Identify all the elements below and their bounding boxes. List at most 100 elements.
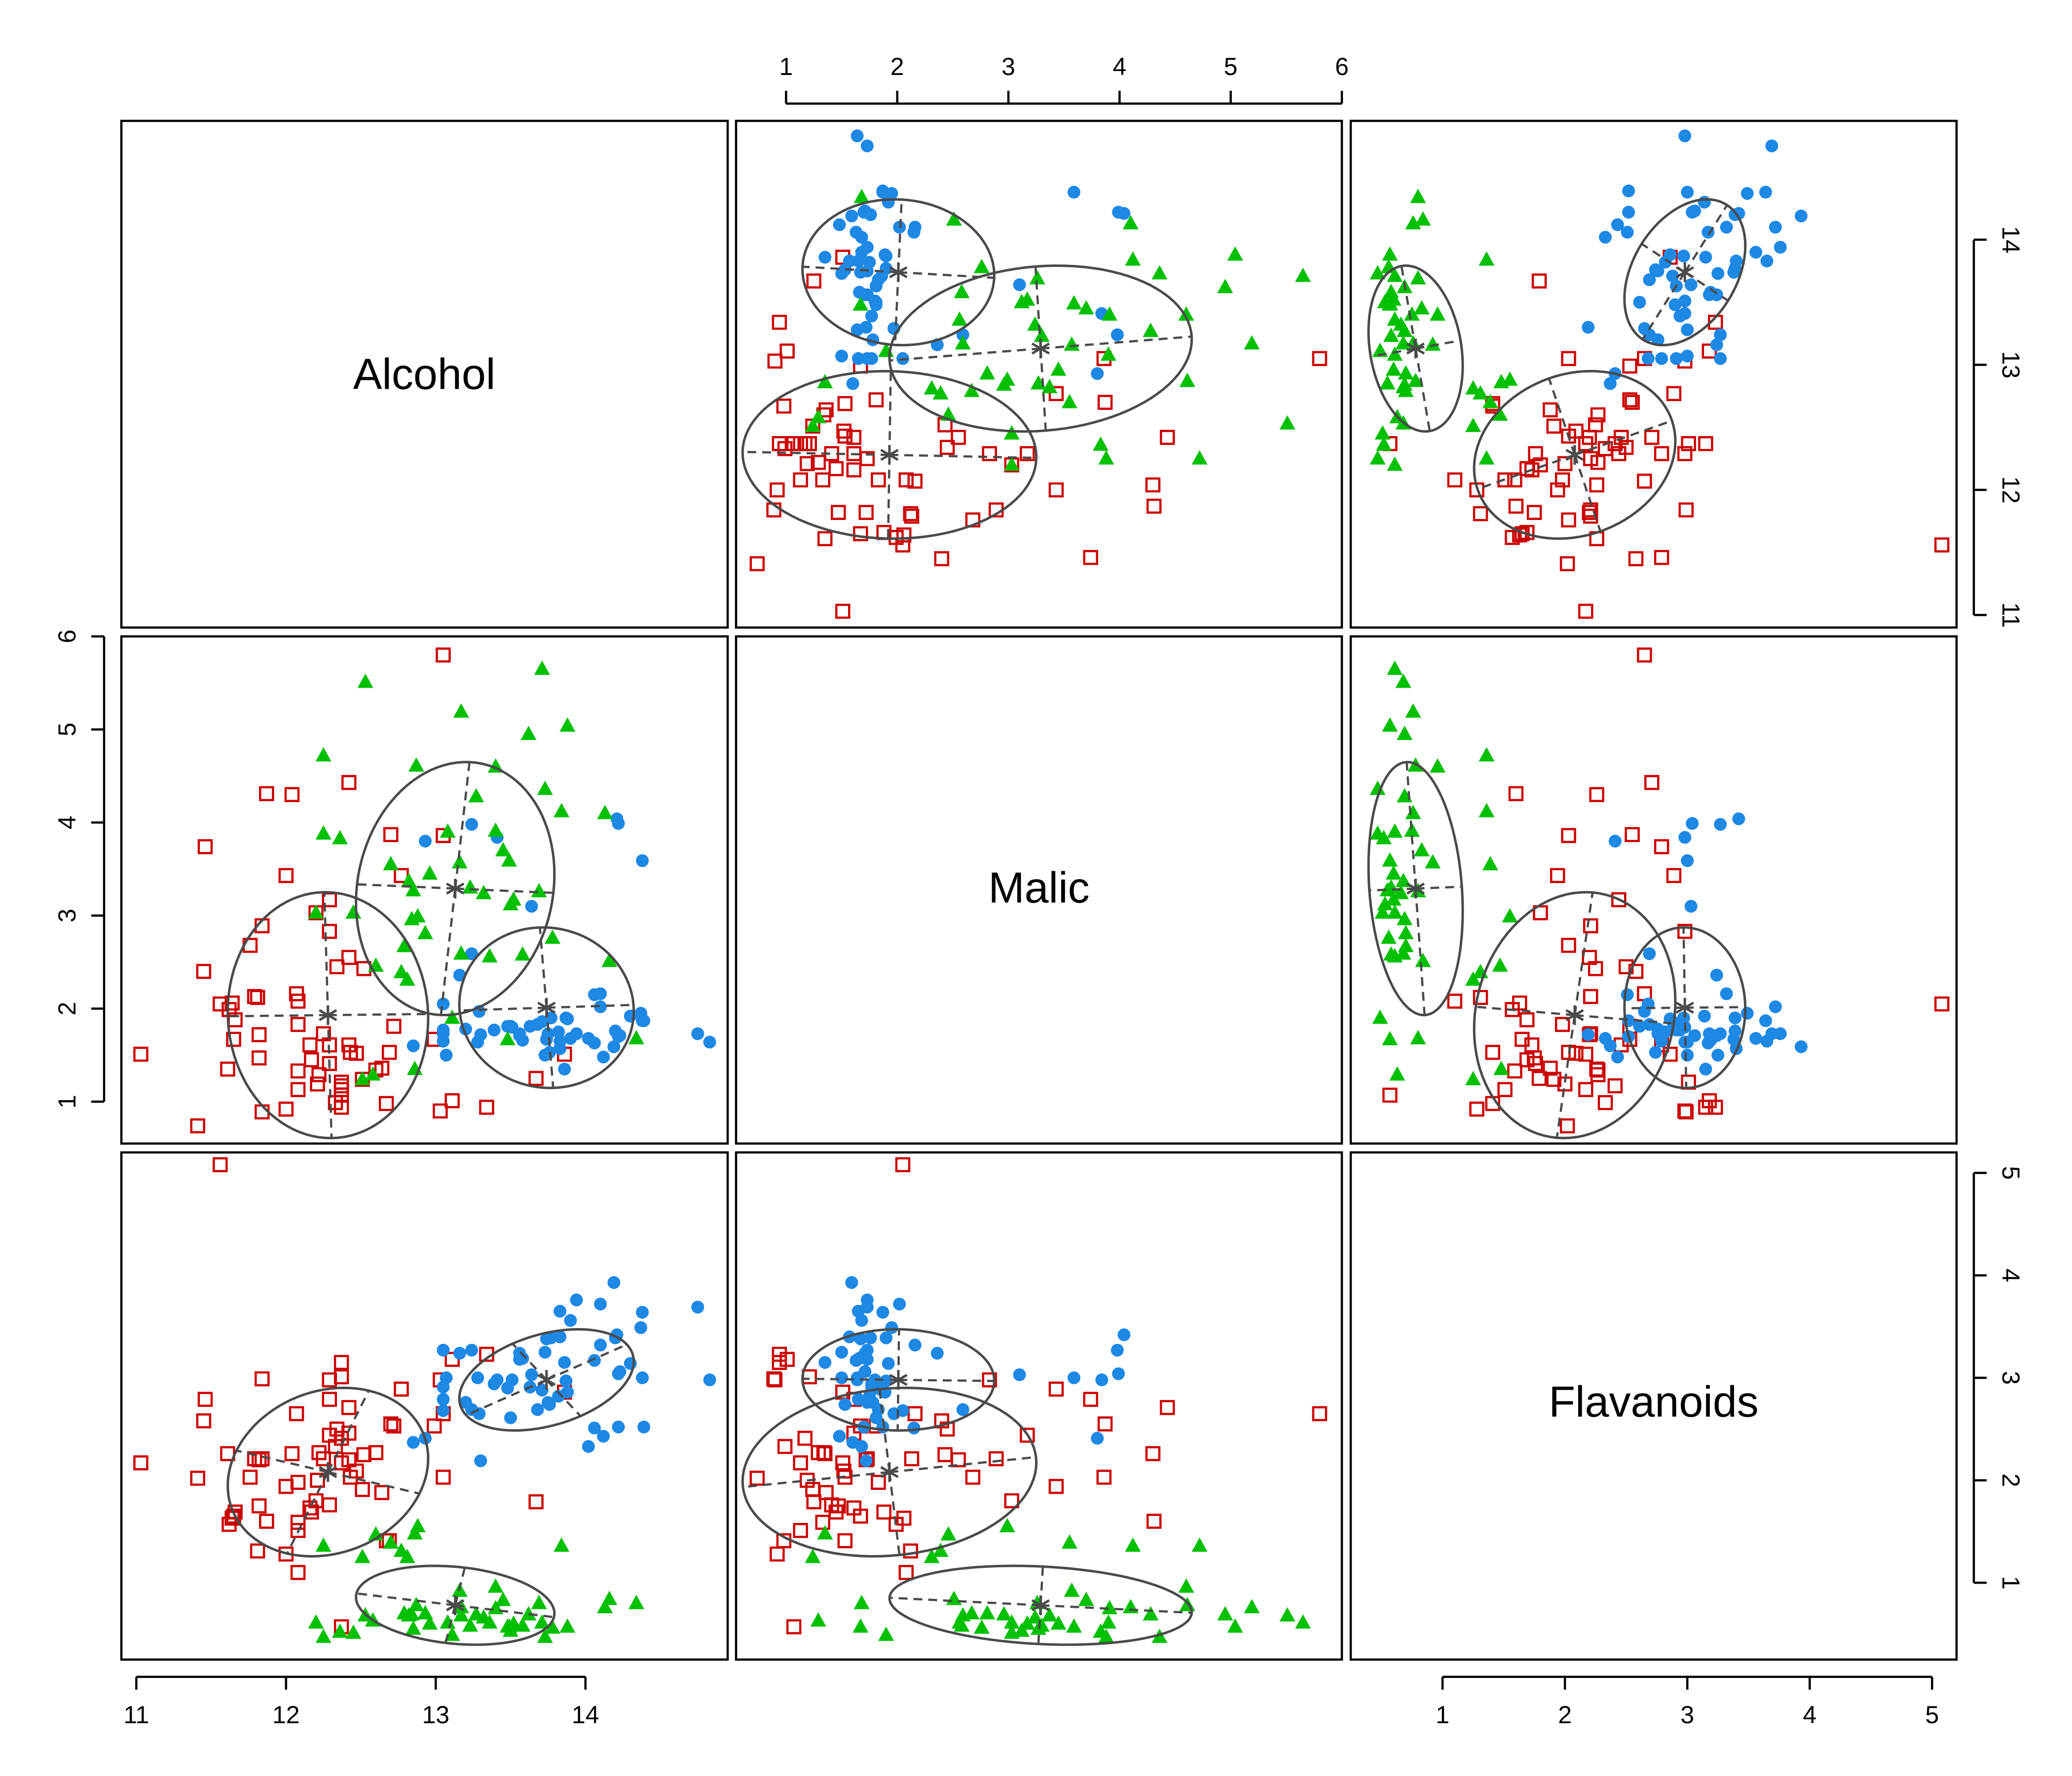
point-g3	[1397, 323, 1413, 337]
point-g1	[772, 315, 787, 330]
point-g3	[1125, 1537, 1141, 1552]
point-g2	[437, 1393, 450, 1406]
point-g2	[872, 273, 885, 287]
point-g2	[1110, 1343, 1124, 1357]
point-g3	[401, 1607, 417, 1622]
point-g2	[1702, 1027, 1716, 1040]
point-g1	[907, 1406, 923, 1421]
point-g2	[1659, 256, 1672, 269]
point-g2	[1112, 1367, 1125, 1380]
point-g1	[1473, 990, 1488, 1005]
point-g2	[473, 1407, 486, 1420]
ellipse-axis-g3	[356, 1592, 455, 1607]
point-g1	[1382, 1087, 1398, 1103]
point-g1	[1048, 386, 1064, 402]
point-g1	[528, 1071, 544, 1086]
point-g1	[896, 527, 912, 543]
point-g1	[254, 1371, 270, 1387]
point-g2	[1749, 246, 1763, 259]
point-g2	[437, 1380, 450, 1394]
point-g1	[1528, 1056, 1543, 1072]
point-g2	[1714, 1027, 1727, 1040]
point-g1	[1469, 1101, 1484, 1117]
point-g3	[554, 803, 570, 817]
centroid-g2	[537, 1370, 556, 1390]
panel-frame-r0c2	[1349, 119, 1958, 629]
point-g3	[444, 1009, 460, 1024]
point-g3	[1041, 1607, 1058, 1622]
point-g2	[1728, 1011, 1741, 1025]
point-g1	[1607, 1078, 1623, 1094]
tick-label: 3	[53, 909, 81, 923]
point-g3	[1093, 436, 1109, 451]
point-g1	[793, 1523, 808, 1538]
point-g3	[1502, 908, 1518, 923]
point-g2	[860, 288, 874, 301]
point-g3	[1385, 361, 1402, 376]
point-g1	[1083, 1392, 1099, 1407]
point-g2	[851, 1393, 865, 1406]
point-g2	[846, 377, 859, 390]
point-g2	[490, 1373, 504, 1387]
point-g1	[1097, 395, 1113, 410]
point-g3	[515, 946, 531, 961]
point-g3	[422, 865, 438, 880]
point-g3	[1375, 436, 1392, 451]
ellipse-axis-g2	[546, 1379, 582, 1417]
point-g1	[837, 1533, 853, 1549]
point-g2	[833, 1430, 846, 1443]
point-g3	[440, 823, 456, 838]
centroid-g2	[1675, 998, 1694, 1018]
ellipse-axis-g1	[227, 1014, 328, 1018]
point-g3	[1125, 251, 1141, 266]
ellipse-axis-g3	[1370, 347, 1416, 358]
ellipse-axis-g2	[1641, 271, 1686, 340]
panel-ellipses-r1c0	[226, 761, 635, 1140]
point-g2	[1633, 1020, 1646, 1033]
point-g3	[1410, 1030, 1426, 1044]
point-g1	[1526, 505, 1542, 520]
point-g2	[453, 1347, 466, 1360]
point-g1	[1644, 775, 1660, 790]
point-g3	[345, 1625, 362, 1639]
point-g3	[810, 1612, 826, 1627]
point-g3	[487, 1578, 504, 1593]
point-g1	[355, 1482, 370, 1497]
point-g3	[628, 1030, 644, 1044]
panel-ellipses-r0c2	[1367, 198, 1747, 540]
point-g1	[816, 1445, 832, 1460]
point-g1	[1666, 868, 1682, 884]
tick-label: 1	[53, 1095, 81, 1109]
point-g2	[1681, 854, 1694, 867]
point-g3	[315, 1537, 332, 1552]
frame-layer	[120, 119, 1958, 1661]
point-g3	[1102, 1600, 1118, 1615]
point-g1	[1622, 392, 1637, 407]
point-g2	[594, 1338, 607, 1352]
point-g3	[1387, 346, 1403, 361]
point-g3	[601, 953, 618, 967]
point-g2	[855, 230, 868, 244]
point-g2	[1659, 1025, 1672, 1038]
point-g1	[982, 446, 997, 461]
point-g3	[1410, 270, 1426, 285]
point-g3	[1415, 211, 1431, 226]
point-g1	[133, 1046, 148, 1062]
point-g2	[851, 352, 865, 365]
point-g2	[597, 1050, 610, 1064]
point-g1	[190, 1118, 206, 1134]
point-g1	[479, 1100, 494, 1115]
point-g2	[531, 1018, 544, 1031]
point-g2	[1699, 251, 1712, 264]
point-g3	[499, 1618, 516, 1633]
point-g1	[197, 1392, 213, 1407]
point-g1	[259, 1514, 274, 1529]
point-g3	[996, 1606, 1012, 1621]
point-g2	[558, 1063, 571, 1076]
ellipse-g1	[741, 1386, 1038, 1558]
tick-label: 6	[53, 629, 81, 643]
point-g2	[851, 323, 864, 336]
point-g3	[308, 904, 324, 919]
point-g3	[1244, 335, 1260, 350]
point-g3	[1405, 703, 1421, 718]
